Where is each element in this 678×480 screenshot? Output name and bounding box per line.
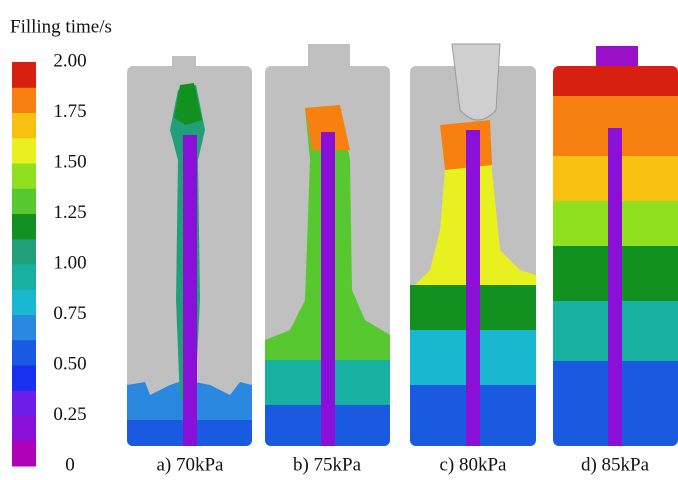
panel-caption: b) 75kPa	[293, 454, 362, 475]
panel-image	[410, 43, 536, 446]
colorbar-segment	[12, 415, 36, 442]
panel-caption: a) 70kPa	[156, 454, 224, 475]
colorbar-segment	[12, 365, 36, 391]
tick-label: 1.00	[53, 252, 86, 273]
colorbar-segment	[12, 188, 36, 214]
tick-label: 1.25	[53, 202, 86, 223]
colorbar-segment	[12, 264, 36, 290]
colorbar: 2.00 1.75 1.50 1.25 1.00 0.75 0.50 0.25 0	[12, 50, 87, 475]
colorbar-segment	[12, 213, 36, 240]
tick-label: 0.75	[53, 303, 86, 324]
tick-label: 1.50	[53, 151, 86, 172]
colorbar-segment	[12, 62, 36, 88]
tick-label: 0	[65, 454, 75, 475]
colorbar-segment	[12, 440, 36, 467]
panel-image	[265, 44, 390, 446]
panel-image	[127, 56, 252, 446]
tick-label: 1.75	[53, 101, 86, 122]
colorbar-segment	[12, 339, 36, 366]
colorbar-segment	[12, 87, 36, 113]
panel-caption: d) 85kPa	[581, 454, 650, 475]
colorbar-segment	[12, 137, 36, 164]
captions: a) 70kPa b) 75kPa c) 80kPa d) 85kPa	[156, 454, 649, 475]
colorbar-segment	[12, 112, 36, 139]
colorbar-segment	[12, 238, 36, 265]
colorbar-segment	[12, 289, 36, 315]
tick-label: 2.00	[53, 50, 86, 71]
colorbar-segment	[12, 390, 36, 416]
colorbar-title: Filling time/s	[10, 16, 112, 37]
panel-image	[553, 46, 678, 446]
tick-label: 0.25	[53, 404, 86, 425]
panel-caption: c) 80kPa	[439, 454, 507, 475]
colorbar-segment	[12, 314, 36, 341]
colorbar-segment	[12, 163, 36, 189]
tick-label: 0.50	[53, 353, 86, 374]
